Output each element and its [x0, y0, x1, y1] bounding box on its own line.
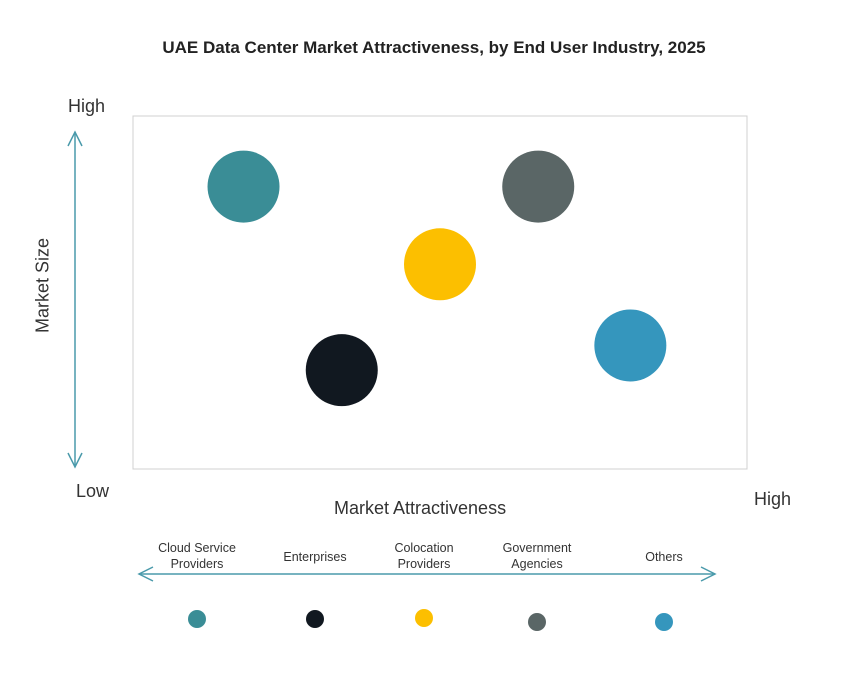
bubble-3	[502, 150, 575, 223]
legend-dot-1	[306, 610, 324, 628]
legend-label-line: Providers	[170, 557, 224, 571]
legend-label-line: Providers	[397, 557, 451, 571]
legend-label-1: Enterprises	[255, 549, 375, 565]
legend-dot-0	[188, 610, 206, 628]
legend-dot-4	[655, 613, 673, 631]
legend-label-line: Cloud Service	[158, 541, 236, 555]
x-low-label: Low	[76, 481, 110, 501]
legend-label-line: Enterprises	[283, 550, 347, 564]
legend-label-2: Colocation Providers	[364, 540, 484, 572]
legend-label-line: Colocation	[394, 541, 454, 555]
legend-dot-3	[528, 613, 546, 631]
legend-dot-2	[415, 609, 433, 627]
x-high-label: High	[754, 489, 792, 509]
y-arrow-head-top	[67, 130, 83, 147]
y-arrow-head-bottom	[67, 452, 83, 469]
chart-title: UAE Data Center Market Attractiveness, b…	[162, 38, 706, 57]
y-high-label: High	[68, 96, 106, 116]
legend-label-0: Cloud Service Providers	[137, 540, 257, 572]
bubble-2	[404, 228, 476, 301]
legend-label-line: Agencies	[511, 557, 563, 571]
bubble-0	[207, 150, 280, 223]
bubble-1	[305, 334, 378, 407]
legend-arrow-head-left	[137, 566, 154, 582]
legend-label-line: Government	[502, 541, 572, 555]
legend-arrow-head-right	[700, 566, 717, 582]
x-axis-label: Market Attractiveness	[334, 498, 507, 518]
bubble-4	[594, 309, 667, 382]
legend-label-line: Others	[645, 550, 683, 564]
plot-frame	[132, 115, 748, 470]
legend-label-4: Others	[604, 549, 724, 565]
legend-label-3: Government Agencies	[477, 540, 597, 572]
